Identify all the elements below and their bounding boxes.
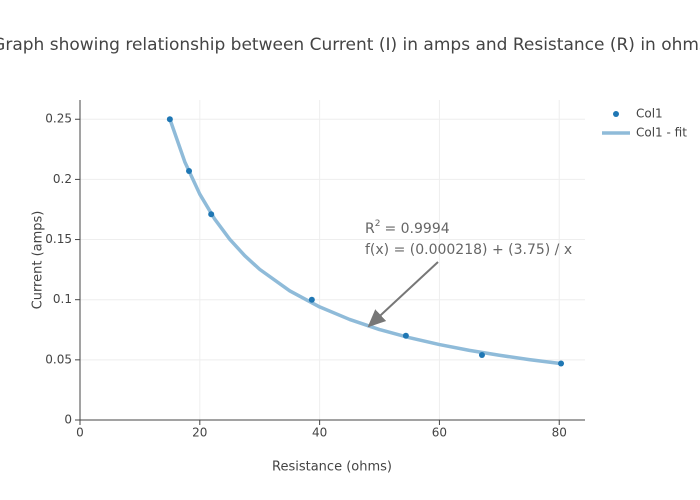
y-tick-label: 0.05: [45, 352, 72, 366]
r2-exponent: 2: [375, 219, 381, 229]
x-tick-label: 40: [312, 426, 327, 440]
fit-line: [168, 118, 560, 366]
y-tick-label: 0.2: [53, 172, 72, 186]
legend-marker: [613, 111, 619, 117]
data-point: [478, 352, 485, 359]
chart-title: Graph showing relationship between Curre…: [0, 35, 700, 55]
r2-symbol: R: [365, 221, 375, 237]
x-tick-label: 80: [552, 426, 567, 440]
y-axis-title: Current (amps): [31, 211, 46, 310]
legend-label: Col1 - fit: [636, 126, 687, 140]
x-axis-title: Resistance (ohms): [272, 460, 392, 475]
y-tick-label: 0.1: [53, 292, 72, 306]
data-point: [402, 332, 409, 339]
annotation-formula: f(x) = (0.000218) + (3.75) / x: [365, 242, 572, 258]
y-tick-label: 0: [64, 413, 72, 427]
data-point: [208, 211, 215, 218]
x-tick-label: 60: [432, 426, 447, 440]
legend-label: Col1: [636, 107, 663, 121]
data-point: [308, 296, 315, 303]
y-tick-label: 0.15: [45, 232, 72, 246]
x-tick-label: 0: [76, 426, 84, 440]
annotation-r2: R2 = 0.9994: [365, 219, 450, 238]
data-point: [558, 360, 565, 367]
data-point: [166, 116, 173, 123]
r2-value: = 0.9994: [384, 221, 449, 237]
y-tick-label: 0.25: [45, 112, 72, 126]
data-point: [186, 167, 193, 174]
x-tick-label: 20: [192, 426, 207, 440]
annotation-arrow: [367, 261, 439, 328]
